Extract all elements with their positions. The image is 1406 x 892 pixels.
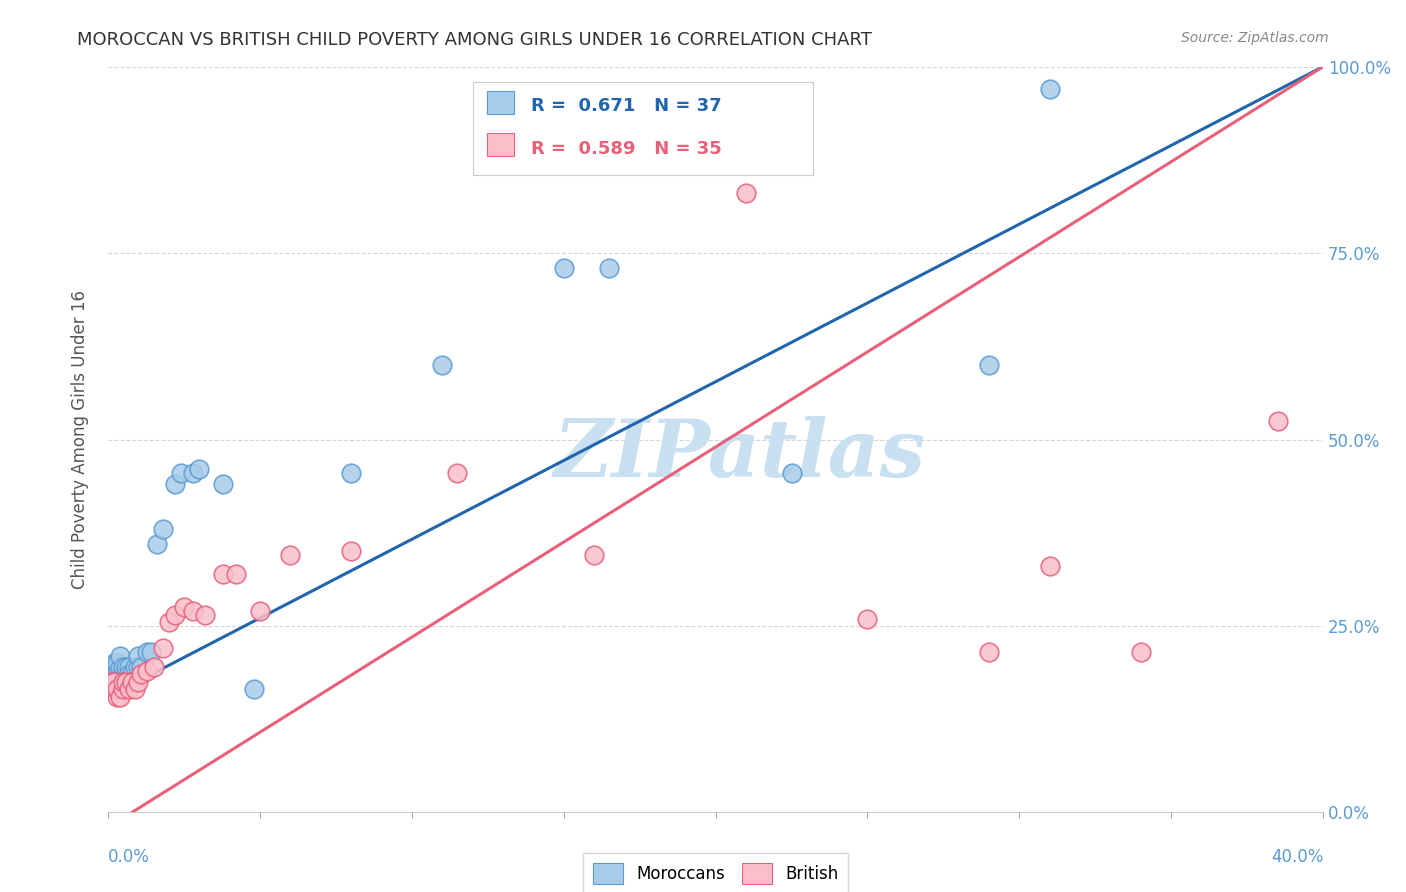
Point <box>127 660 149 674</box>
Point <box>583 548 606 562</box>
Point <box>181 604 204 618</box>
Point <box>105 660 128 674</box>
Text: 40.0%: 40.0% <box>1271 848 1323 866</box>
Point <box>163 607 186 622</box>
Point <box>181 466 204 480</box>
Point <box>856 611 879 625</box>
Point <box>112 682 135 697</box>
Legend: Moroccans, British: Moroccans, British <box>583 854 848 892</box>
Point <box>112 667 135 681</box>
FancyBboxPatch shape <box>472 81 813 175</box>
Point <box>103 675 125 690</box>
Point <box>1267 414 1289 428</box>
Point <box>598 260 620 275</box>
Point <box>157 615 180 630</box>
Point <box>118 682 141 697</box>
Point <box>105 667 128 681</box>
Point <box>108 667 131 681</box>
Point <box>446 466 468 480</box>
Point <box>977 645 1000 659</box>
Point <box>145 537 167 551</box>
Text: R =  0.589   N = 35: R = 0.589 N = 35 <box>531 140 721 158</box>
Point <box>194 607 217 622</box>
Point <box>108 690 131 704</box>
Point <box>115 667 138 681</box>
Point <box>188 462 211 476</box>
Point <box>1039 559 1062 574</box>
Text: R =  0.671   N = 37: R = 0.671 N = 37 <box>531 97 721 115</box>
Text: 0.0%: 0.0% <box>108 848 150 866</box>
Point <box>105 690 128 704</box>
Point <box>121 675 143 690</box>
Point <box>340 466 363 480</box>
Point <box>735 186 758 201</box>
Point <box>100 675 122 690</box>
Text: MOROCCAN VS BRITISH CHILD POVERTY AMONG GIRLS UNDER 16 CORRELATION CHART: MOROCCAN VS BRITISH CHILD POVERTY AMONG … <box>77 31 872 49</box>
Point <box>139 645 162 659</box>
Point <box>212 566 235 581</box>
Point <box>118 660 141 674</box>
Point <box>108 660 131 674</box>
Point <box>115 660 138 674</box>
Point <box>112 660 135 674</box>
FancyBboxPatch shape <box>486 91 513 113</box>
Point <box>131 667 153 681</box>
FancyBboxPatch shape <box>486 133 513 156</box>
Point <box>105 657 128 671</box>
Point <box>170 466 193 480</box>
Point <box>163 477 186 491</box>
Point <box>249 604 271 618</box>
Point <box>115 675 138 690</box>
Point <box>212 477 235 491</box>
Text: Source: ZipAtlas.com: Source: ZipAtlas.com <box>1181 31 1329 45</box>
Point <box>977 358 1000 372</box>
Point <box>124 682 146 697</box>
Point <box>136 664 159 678</box>
Point <box>780 466 803 480</box>
Point <box>278 548 301 562</box>
Point <box>1129 645 1152 659</box>
Y-axis label: Child Poverty Among Girls Under 16: Child Poverty Among Girls Under 16 <box>72 290 89 589</box>
Point <box>152 522 174 536</box>
Point <box>103 657 125 671</box>
Point <box>121 667 143 681</box>
Text: ZIPatlas: ZIPatlas <box>554 416 927 493</box>
Point <box>1039 82 1062 96</box>
Point <box>136 645 159 659</box>
Point <box>118 667 141 681</box>
Point <box>124 660 146 674</box>
Point <box>173 600 195 615</box>
Point <box>108 648 131 663</box>
Point <box>430 358 453 372</box>
Point <box>103 682 125 697</box>
Point <box>127 648 149 663</box>
Point <box>553 260 575 275</box>
Point <box>152 641 174 656</box>
Point <box>142 660 165 674</box>
Point <box>127 675 149 690</box>
Point <box>225 566 247 581</box>
Point <box>100 660 122 674</box>
Point <box>112 675 135 690</box>
Point <box>105 682 128 697</box>
Point <box>243 682 266 697</box>
Point <box>103 667 125 681</box>
Point <box>131 660 153 674</box>
Point <box>340 544 363 558</box>
